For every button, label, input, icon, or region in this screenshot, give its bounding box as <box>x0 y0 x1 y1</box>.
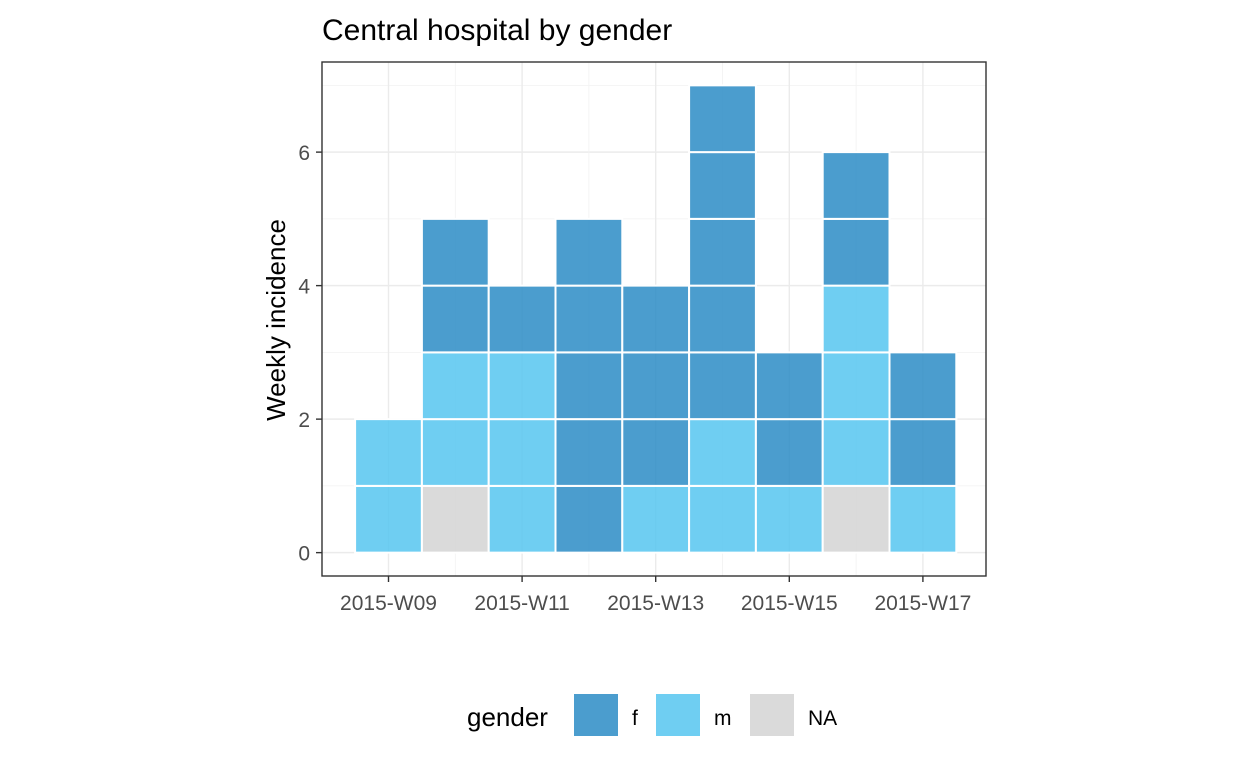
legend-key-m <box>656 694 700 736</box>
bar-case-f <box>621 418 691 487</box>
x-tick-label: 2015-W17 <box>874 592 971 615</box>
chart-title: Central hospital by gender <box>322 14 672 47</box>
bar-case-NA <box>821 484 891 554</box>
y-tick-label: 6 <box>298 142 310 165</box>
bar-case-f <box>621 284 691 354</box>
bar-case-f <box>821 217 891 287</box>
bar-case-f <box>621 351 691 421</box>
bar-case-m <box>354 418 423 487</box>
bar-case-m <box>621 484 691 554</box>
plot-frame <box>321 61 987 577</box>
bar-case-m <box>354 484 423 554</box>
bar-case-f <box>754 418 824 487</box>
bar-case-f <box>554 484 624 554</box>
bars <box>354 84 958 554</box>
legend-label-NA: NA <box>808 707 837 730</box>
bar-case-f <box>554 351 624 421</box>
bar-case-f <box>688 84 757 154</box>
y-tick-label: 2 <box>298 409 310 432</box>
bar-case-f <box>420 217 490 287</box>
bar-case-m <box>821 351 891 421</box>
bar-case-f <box>888 418 958 487</box>
plot-border <box>321 61 987 577</box>
bar-case-m <box>754 484 824 554</box>
legend: gender f m NA <box>467 694 837 736</box>
legend-key-f <box>574 694 618 736</box>
y-tick-label: 0 <box>298 543 310 566</box>
y-tick-label: 4 <box>298 276 310 299</box>
bar-case-f <box>420 284 490 354</box>
bar-case-f <box>688 217 757 287</box>
bar-case-f <box>554 284 624 354</box>
bar-case-m <box>688 484 757 554</box>
bar-case-m <box>821 284 891 354</box>
bar-case-f <box>754 351 824 421</box>
y-axis-label: Weekly incidence <box>261 219 291 421</box>
legend-key-NA <box>750 694 794 736</box>
x-tick-label: 2015-W13 <box>607 592 704 615</box>
bar-case-f <box>554 217 624 287</box>
bar-case-f <box>554 418 624 487</box>
legend-title: gender <box>467 702 548 732</box>
bar-case-f <box>487 284 557 354</box>
x-tick-label: 2015-W15 <box>741 592 838 615</box>
bar-case-m <box>487 418 557 487</box>
x-tick-label: 2015-W09 <box>340 592 437 615</box>
bar-case-f <box>821 151 891 220</box>
bar-case-m <box>487 484 557 554</box>
x-tick-label: 2015-W11 <box>474 592 569 615</box>
legend-label-f: f <box>632 707 638 730</box>
bar-case-f <box>688 151 757 220</box>
bar-case-NA <box>420 484 490 554</box>
bar-case-m <box>688 418 757 487</box>
legend-label-m: m <box>714 707 732 730</box>
bar-case-m <box>487 351 557 421</box>
bar-case-m <box>420 351 490 421</box>
bar-case-m <box>420 418 490 487</box>
bar-case-f <box>688 351 757 421</box>
bar-case-m <box>888 484 958 554</box>
bar-case-f <box>688 284 757 354</box>
axes: 0 2 4 6 2015-W09 2015-W11 2015-W13 2015-W15 2015… <box>298 142 971 615</box>
bar-case-m <box>821 418 891 487</box>
bar-case-f <box>888 351 958 421</box>
